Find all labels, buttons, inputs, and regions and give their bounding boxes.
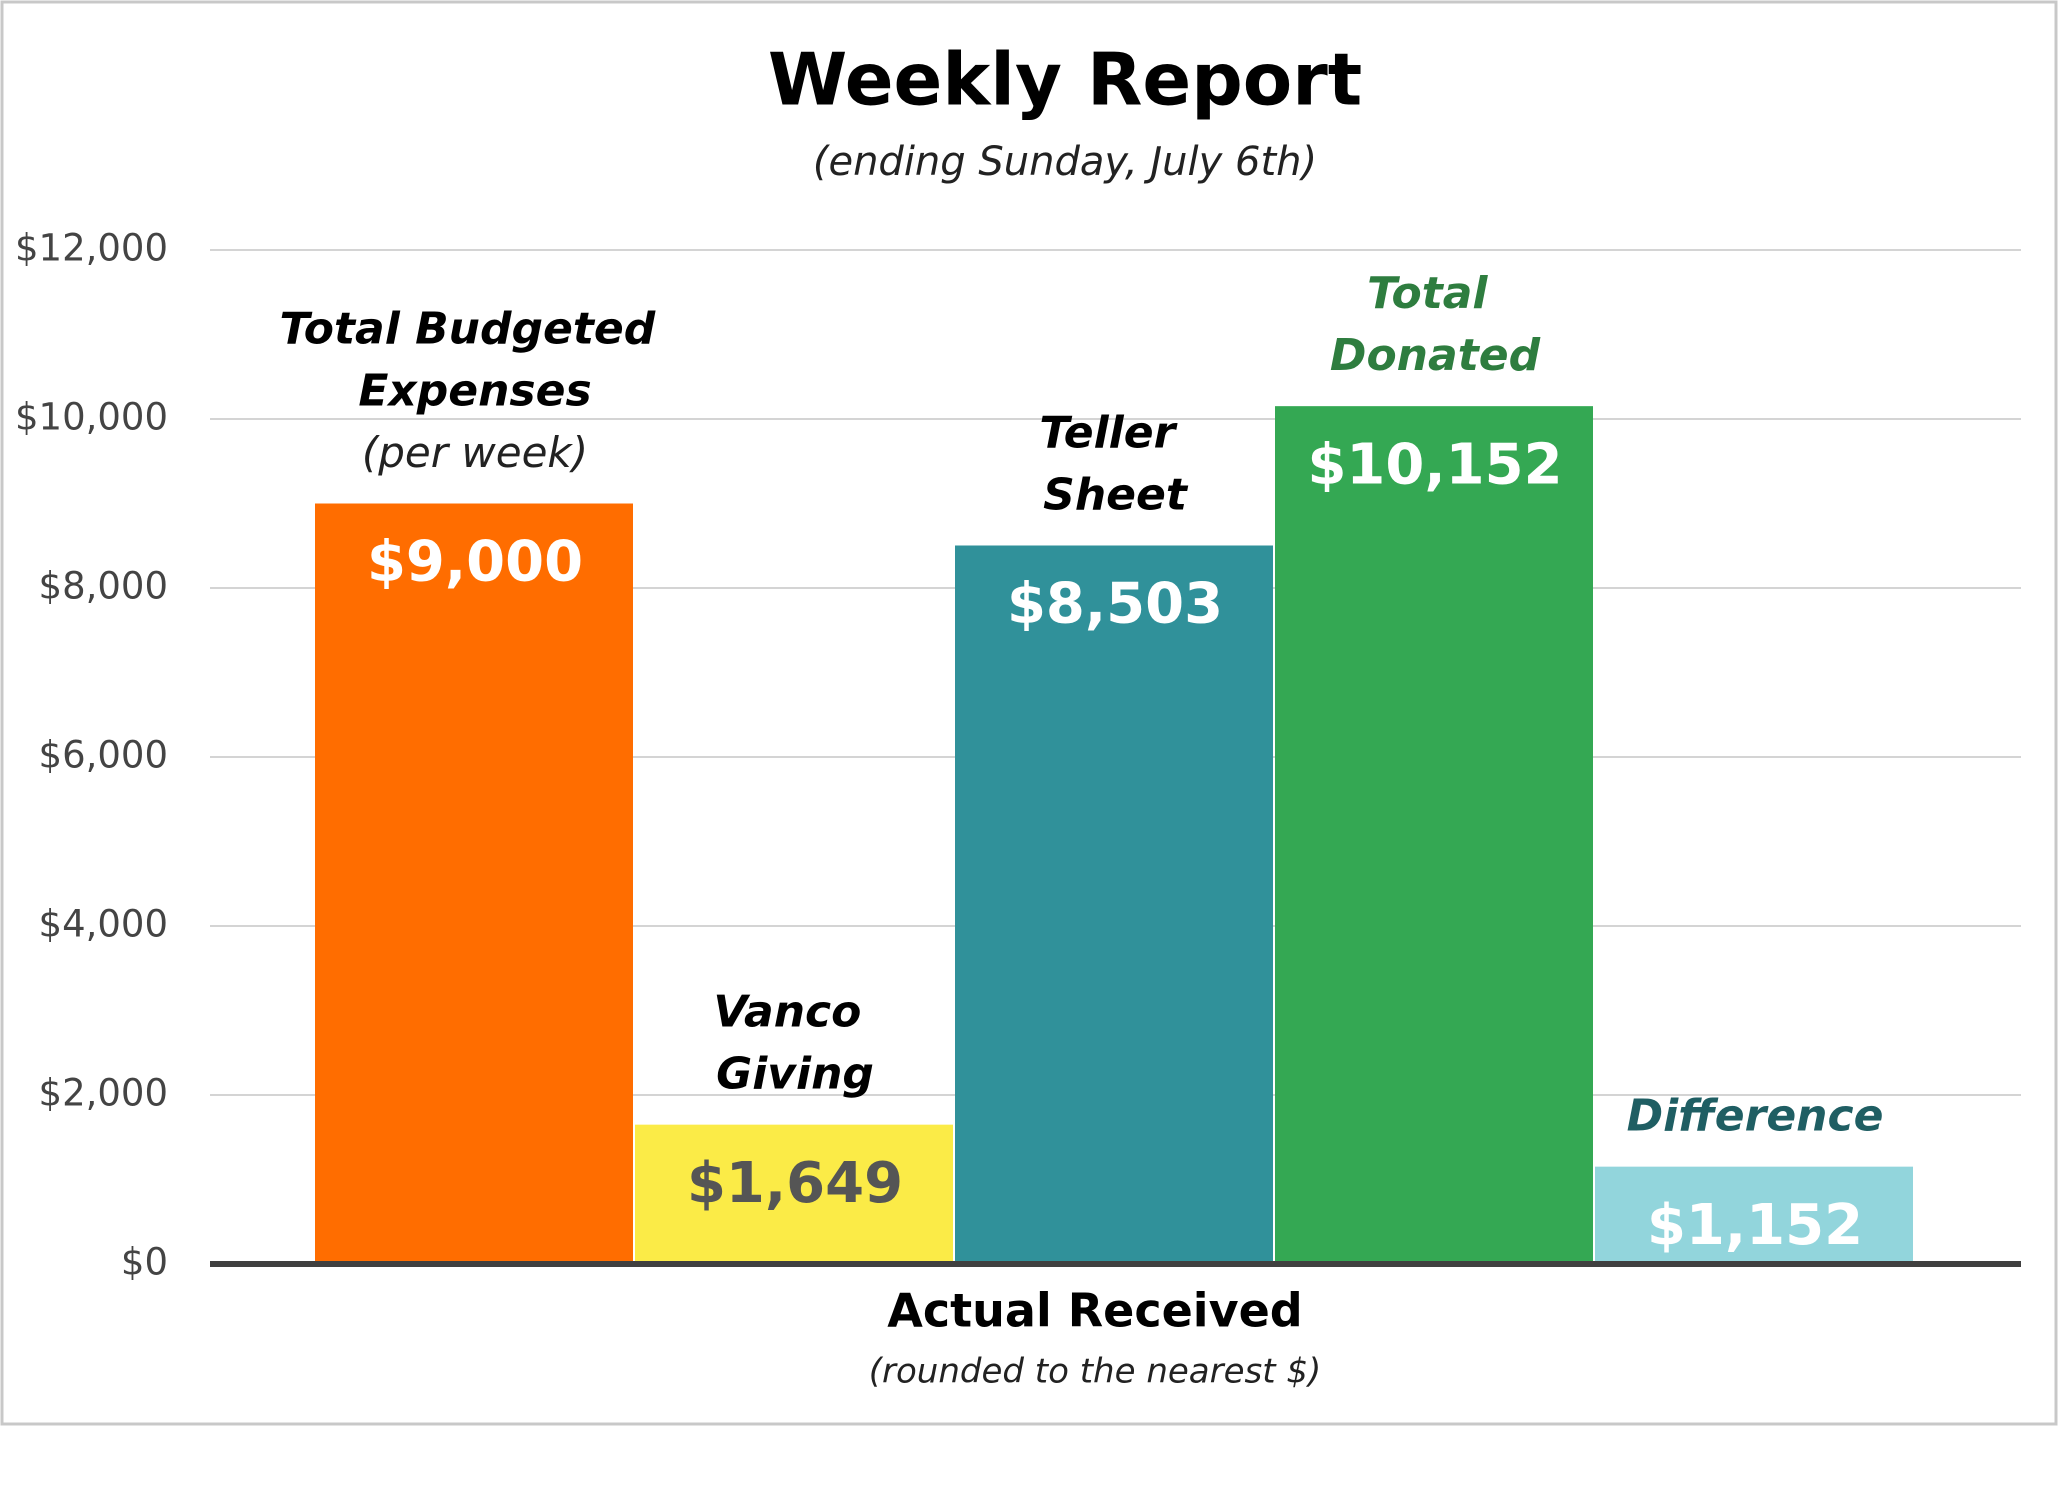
- value-label: $10,152: [1307, 432, 1562, 497]
- bar: [955, 545, 1273, 1264]
- bar: [315, 503, 633, 1264]
- y-tick-label: $4,000: [39, 903, 168, 946]
- y-tick-label: $12,000: [15, 227, 168, 270]
- value-label: $1,649: [687, 1151, 903, 1216]
- chart-title: Weekly Report: [768, 38, 1362, 122]
- chart-subtitle: (ending Sunday, July 6th): [813, 139, 1317, 185]
- y-tick-label: $0: [121, 1241, 168, 1284]
- y-tick-label: $2,000: [39, 1072, 168, 1115]
- y-tick-label: $6,000: [39, 734, 168, 777]
- category-label: Vanco Giving: [713, 987, 876, 1100]
- value-label: $1,152: [1647, 1193, 1863, 1258]
- category-label: Total Budgeted Expenses: [279, 304, 670, 417]
- category-note: (per week): [362, 428, 588, 477]
- bar: [1595, 1166, 1913, 1264]
- x-axis-note: (rounded to the nearest $): [869, 1352, 1322, 1392]
- category-label: Teller Sheet: [1039, 407, 1190, 520]
- category-label: Total Donated: [1330, 268, 1541, 381]
- y-tick-label: $10,000: [15, 396, 168, 439]
- bar: [635, 1124, 953, 1264]
- y-tick-label: $8,000: [39, 565, 168, 608]
- value-label: $8,503: [1007, 572, 1223, 637]
- category-label: Difference: [1627, 1091, 1884, 1142]
- value-label: $9,000: [367, 530, 583, 595]
- bar: [1275, 406, 1593, 1264]
- x-axis-label: Actual Received: [887, 1284, 1302, 1338]
